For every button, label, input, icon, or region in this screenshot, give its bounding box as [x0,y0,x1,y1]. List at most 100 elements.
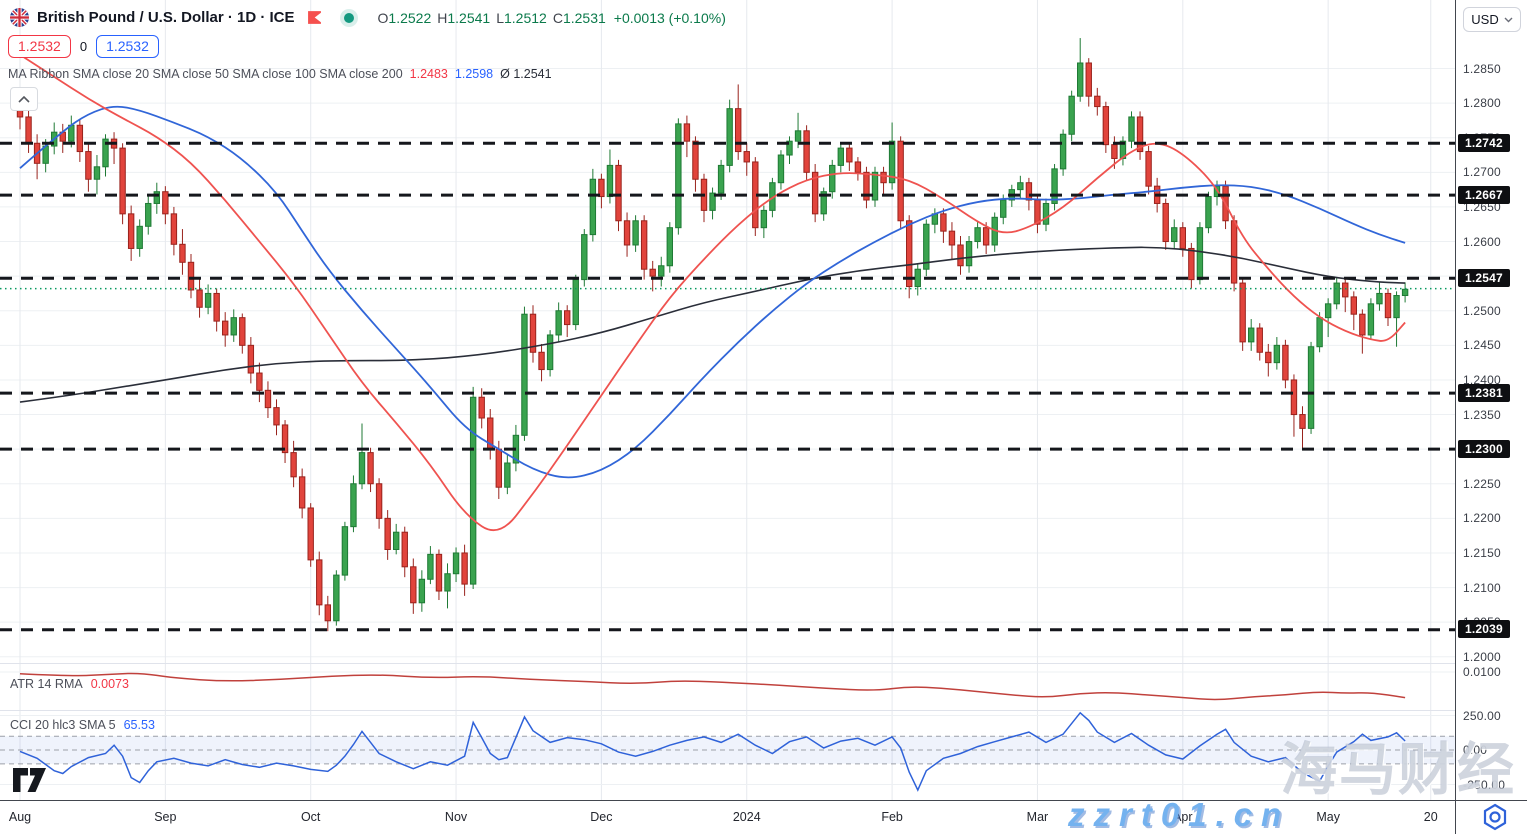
price-tick-label: 1.2350 [1463,407,1501,422]
candle-body [837,147,844,166]
cci-pane-canvas[interactable] [0,710,1455,800]
candle-body [230,317,237,336]
time-label: 2024 [732,810,761,824]
candle-body [341,526,349,576]
candle-body [358,452,366,485]
candle-body [290,452,297,478]
candle-body [85,151,92,180]
symbol-title[interactable]: British Pound / U.S. Dollar · 1D · ICE [37,9,295,26]
level-price-tag: 1.2547 [1458,268,1510,287]
price-chart-canvas[interactable] [0,0,1455,663]
spread-value: 0 [79,39,88,54]
candle-body [170,213,178,245]
atr-legend[interactable]: ATR 14 RMA 0.0073 [10,677,129,691]
candle-body [623,220,631,246]
candle-body [871,171,879,201]
candle-body [469,396,477,585]
level-price-tag: 1.2667 [1458,185,1510,204]
candle-body [615,164,622,222]
quote-row: 1.2532 0 1.2532 [8,35,159,58]
candle-body [692,140,699,180]
candle-body [717,164,725,194]
candle-body [298,476,306,509]
candle-body [675,123,682,229]
candle-body [136,225,143,249]
pane-separator[interactable] [0,663,1527,664]
candle-body [1273,344,1281,364]
price-tick-label: 1.2800 [1463,96,1501,111]
collapse-symbol-info-button[interactable] [10,87,38,111]
price-tick-label: 1.2250 [1463,476,1501,491]
url-watermark: zzrt01.cn [1068,796,1291,833]
candle-body [196,289,203,308]
candle-body [401,531,408,568]
candle-body [264,389,272,409]
candle-body [1256,327,1263,353]
candle-body [1136,116,1144,153]
sma-50-line [19,105,1406,479]
tradingview-logo[interactable] [13,768,51,792]
cci-band [0,736,1455,764]
atr-pane-canvas[interactable] [0,663,1455,710]
time-axis-separator [0,800,1527,801]
sell-price-button[interactable]: 1.2532 [8,35,71,58]
market-status-icon [343,12,354,23]
candle-body [906,220,913,288]
candle-body [1290,379,1298,416]
buy-price-button[interactable]: 1.2532 [96,35,159,58]
price-tick-label: 1.2500 [1463,303,1501,318]
chevron-down-icon [1504,17,1513,22]
candle-body [187,261,195,291]
level-price-tag: 1.2742 [1458,133,1510,152]
candle-body [1068,95,1075,135]
price-tick-label: 1.2700 [1463,165,1501,180]
candle-body [350,483,357,528]
time-label: Aug [8,810,32,824]
cci-legend[interactable]: CCI 20 hlc3 SMA 5 65.53 [10,718,155,732]
sma-200-line [19,246,1406,403]
price-tick-label: 1.2200 [1463,511,1501,526]
candle-body [820,191,827,215]
candle-body [1059,133,1067,170]
brand-watermark: 海马财经 [1280,738,1516,802]
watermark-hex-nut-icon [1483,803,1507,831]
candle-body [1367,303,1375,336]
candle-body [1384,292,1392,319]
candle-body [948,230,956,246]
candle-body [735,108,742,153]
candle-body [1282,344,1289,381]
candle-body [1094,95,1101,108]
candle-body [504,462,511,488]
price-tick-label: 1.2400 [1463,372,1501,387]
candle-body [632,220,639,246]
currency-selector-button[interactable]: USD [1463,7,1521,32]
time-axis[interactable]: Aug Sep Oct Nov Dec 2024 Feb Mar Apr May 20 [0,801,1527,834]
candle-body [1085,62,1092,97]
pane-separator[interactable] [0,710,1527,711]
candle-body [427,553,434,580]
ma-ribbon-legend[interactable]: MA Ribbon SMA close 20 SMA close 50 SMA … [8,67,552,81]
candle-body [581,234,588,281]
candle-body [538,351,545,371]
candle-body [640,220,648,270]
candle-body [1248,327,1255,343]
candle-body [162,191,169,215]
candle-body [1051,168,1058,204]
candle-body [418,578,426,604]
candle-body [25,116,32,144]
candle-body [786,140,793,156]
candle-body [598,178,605,198]
data-flag-icon [307,11,321,24]
candle-body [119,147,126,215]
time-label: Sep [154,810,177,824]
price-axis[interactable]: 1.28501.28001.27501.27001.26501.26001.25… [1456,0,1527,800]
candle-body [726,108,733,166]
cci-tick-label: 0.00 [1463,743,1488,758]
ma-ribbon-value-fast: 1.2483 [409,67,448,81]
candle-body [914,268,921,288]
time-label: Mar [1026,810,1049,824]
time-label: May [1316,810,1340,824]
candle-body [529,313,537,353]
gbp-flag-icon [10,8,29,27]
